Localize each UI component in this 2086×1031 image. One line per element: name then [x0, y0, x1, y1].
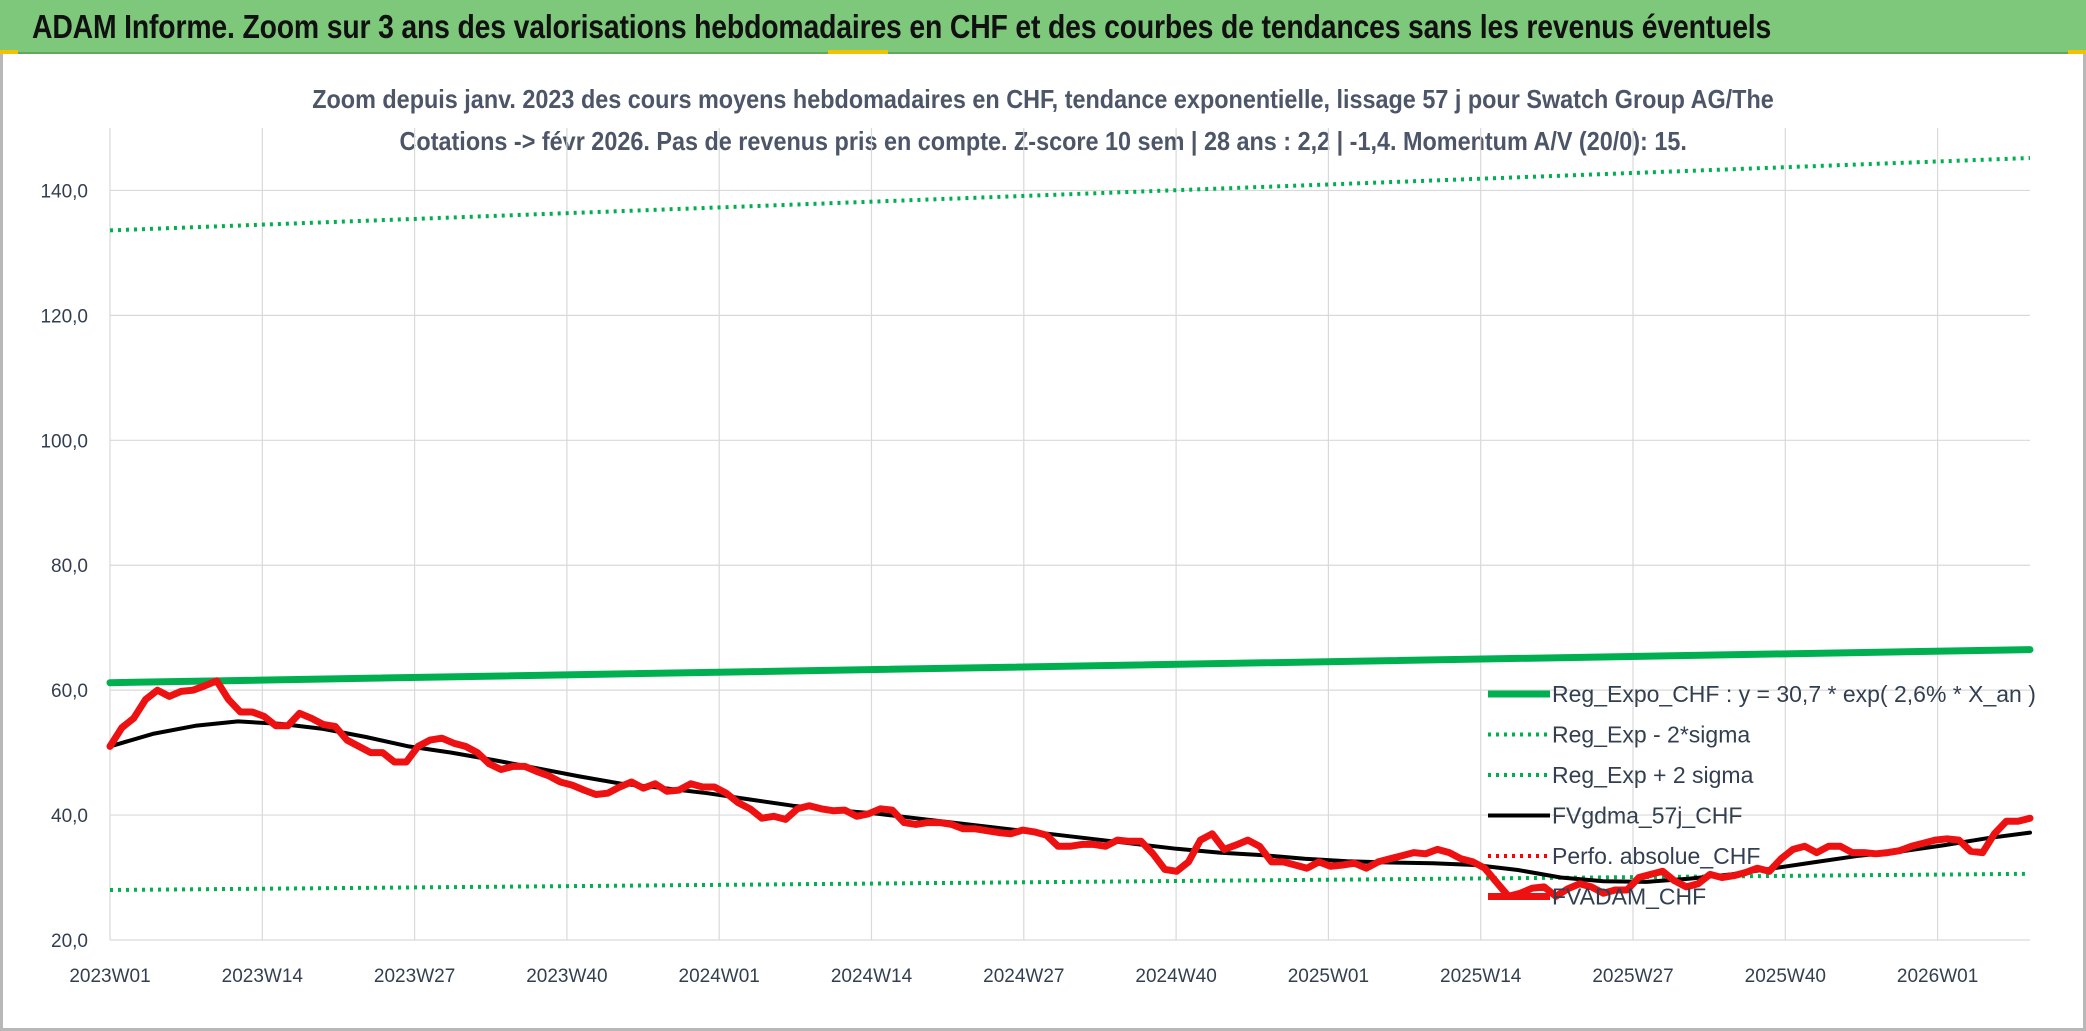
chart-series: [106, 156, 2034, 900]
legend-label: FVADAM_CHF: [1552, 884, 1706, 910]
x-tick-label: 2023W01: [69, 966, 150, 987]
y-tick-label: 60,0: [51, 681, 88, 702]
axis-labels: 20,0 40,0 60,0 80,0 100,0 120,0 140,0 2023W01 20…: [40, 181, 1978, 987]
x-tick-label: 2025W40: [1745, 966, 1826, 987]
banner-corner-mark-left: [0, 50, 18, 54]
report-banner: ADAM Informe. Zoom sur 3 ans des valoris…: [0, 0, 2086, 54]
chart-frame: [0, 54, 2086, 1031]
x-tick-label: 2025W01: [1288, 966, 1369, 987]
legend-label: Reg_Exp + 2 sigma: [1552, 762, 1754, 788]
banner-mark-center: [828, 50, 888, 54]
x-tick-label: 2023W14: [222, 966, 304, 987]
chart-legend: Reg_Expo_CHF : y = 30,7 * exp( 2,6% * X_…: [1488, 681, 2036, 910]
x-tick-label: 2024W27: [983, 966, 1064, 987]
series-line-0: [106, 646, 2034, 687]
chart-title-line-2: Cotations -> févr 2026. Pas de revenus p…: [399, 126, 1687, 156]
y-tick-label: 40,0: [51, 806, 88, 827]
banner-corner-mark-right: [2068, 50, 2086, 54]
x-tick-label: 2025W27: [1592, 966, 1673, 987]
x-tick-label: 2024W01: [679, 966, 760, 987]
x-tick-label: 2023W27: [374, 966, 455, 987]
y-tick-label: 80,0: [51, 556, 88, 577]
series-line-5: [106, 677, 2034, 900]
x-tick-label: 2024W40: [1135, 966, 1216, 987]
y-tick-label: 20,0: [51, 931, 88, 952]
x-tick-label: 2026W01: [1897, 966, 1978, 987]
chart-title-line-1: Zoom depuis janv. 2023 des cours moyens …: [312, 84, 1774, 114]
chart-grid: [109, 128, 2030, 941]
series-line-2: [109, 156, 2031, 233]
legend-label: Perfo. absolue_CHF: [1552, 843, 1760, 869]
legend-label: FVgdma_57j_CHF: [1552, 803, 1742, 829]
x-tick-label: 2024W14: [831, 966, 913, 987]
x-tick-label: 2023W40: [526, 966, 607, 987]
y-tick-label: 140,0: [40, 181, 88, 202]
legend-label: Reg_Exp - 2*sigma: [1552, 722, 1750, 748]
x-tick-label: 2025W14: [1440, 966, 1522, 987]
report-title: ADAM Informe. Zoom sur 3 ans des valoris…: [32, 8, 1772, 45]
legend-label: Reg_Expo_CHF : y = 30,7 * exp( 2,6% * X_…: [1552, 681, 2036, 707]
y-tick-label: 100,0: [40, 431, 88, 452]
y-tick-label: 120,0: [40, 306, 88, 327]
